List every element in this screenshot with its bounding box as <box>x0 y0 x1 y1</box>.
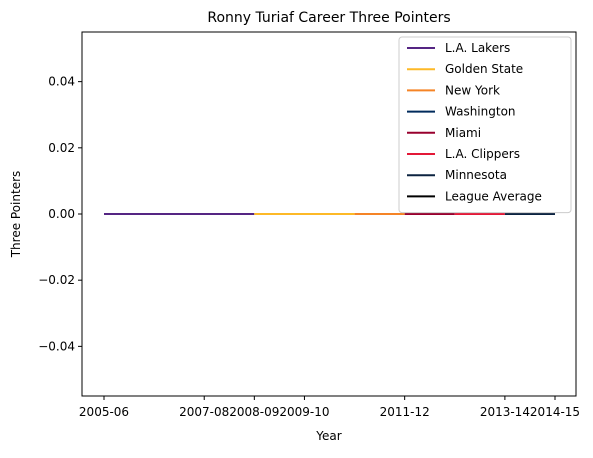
y-tick-label: −0.02 <box>38 273 75 287</box>
legend-label: L.A. Lakers <box>445 41 510 55</box>
legend-frame <box>398 36 572 214</box>
legend-label: L.A. Clippers <box>445 147 520 161</box>
y-axis-label: Three Pointers <box>9 171 23 259</box>
y-tick-label: 0.02 <box>48 141 75 155</box>
legend-label: Miami <box>445 126 481 140</box>
y-tick-label: 0.04 <box>48 75 75 89</box>
y-tick-label: 0.00 <box>48 207 75 221</box>
x-tick-label: 2005-06 <box>79 405 129 419</box>
x-tick-label: 2009-10 <box>279 405 329 419</box>
x-tick-label: 2013-14 <box>480 405 530 419</box>
y-axis-ticks: −0.04 −0.02 0.00 0.02 0.04 <box>38 75 82 353</box>
legend-label: Washington <box>445 105 516 119</box>
plot-area-frame <box>81 31 577 397</box>
x-tick-label: 2008-09 <box>229 405 279 419</box>
x-tick-label: 2011-12 <box>380 405 430 419</box>
legend: L.A. Lakers Golden State New York Washingto… <box>398 36 572 214</box>
x-tick-label: 2007-08 <box>179 405 229 419</box>
legend-label: League Average <box>445 189 542 203</box>
chart-title: Ronny Turiaf Career Three Pointers <box>207 10 450 26</box>
y-tick-label: −0.04 <box>38 339 75 353</box>
x-axis-label: Year <box>315 429 341 443</box>
legend-label: Minnesota <box>445 168 507 182</box>
x-axis-ticks: 2005-06 2007-08 2008-09 2009-10 2011-12 2013-… <box>79 396 580 419</box>
x-tick-label: 2014-15 <box>530 405 580 419</box>
legend-label: New York <box>445 83 500 97</box>
legend-label: Golden State <box>445 62 523 76</box>
